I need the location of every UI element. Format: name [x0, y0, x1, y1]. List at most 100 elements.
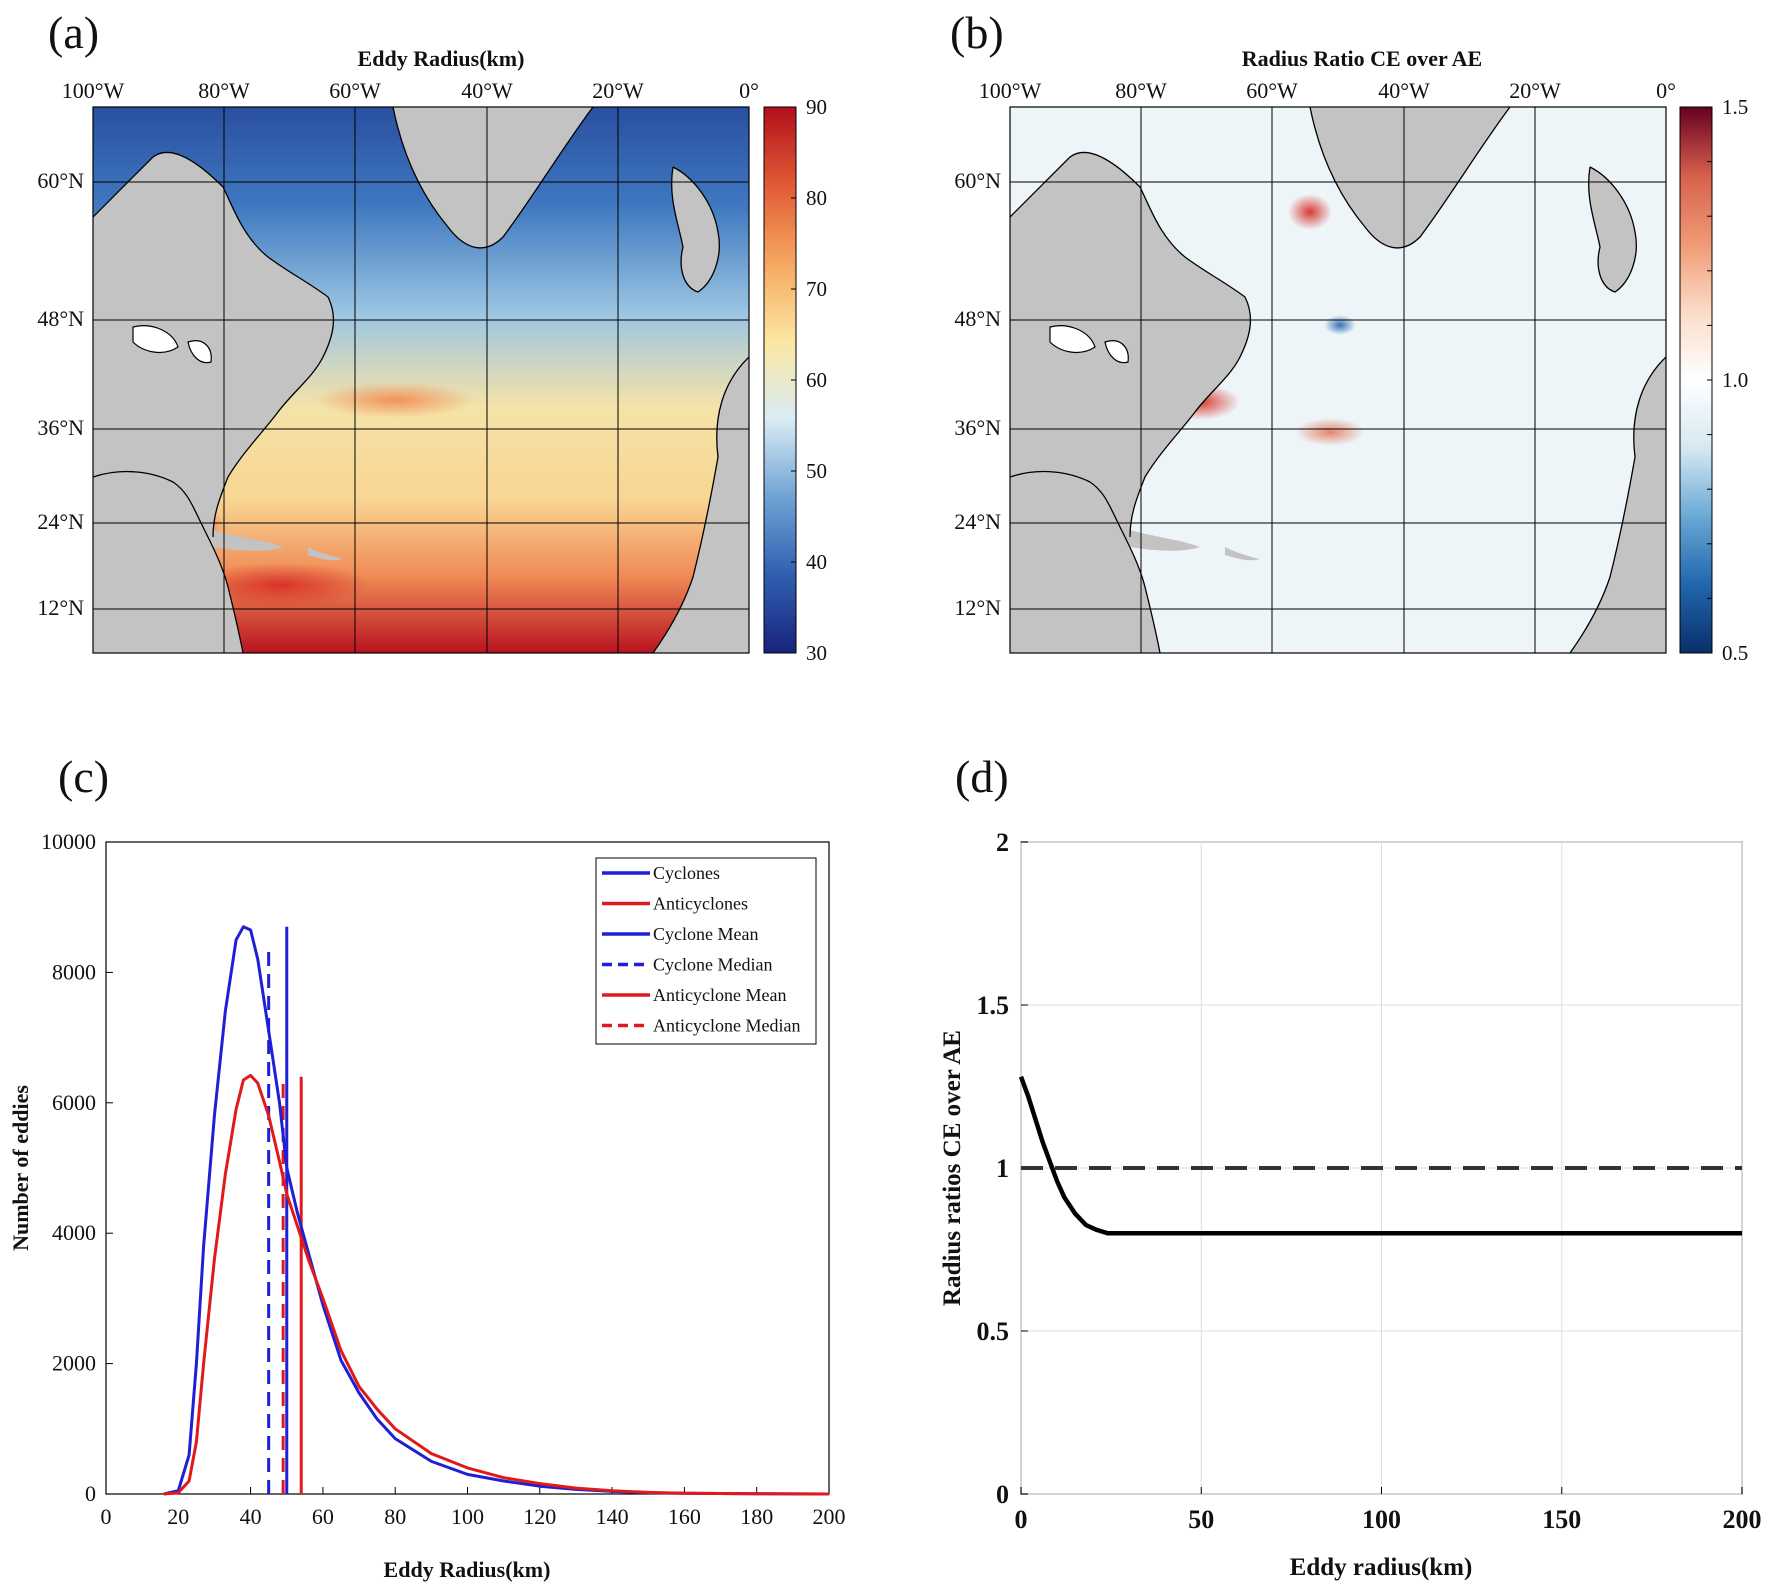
colorbar-b-ticks: 1.5 1.0 0.5 [1707, 95, 1748, 665]
panel-c-histogram: (c) 0 20 40 60 80 100 120 140 160 180 200020004000… [8, 751, 846, 1582]
map-a-lat-labels: 60°N 48°N 36°N 24°N 12°N [37, 168, 84, 620]
lon-label: 40°W [461, 78, 513, 103]
map-b-hotspot [1288, 194, 1332, 230]
y-tick-label: 1.5 [977, 991, 1010, 1020]
x-tick-label: 80 [384, 1504, 406, 1529]
lon-label: 20°W [592, 78, 644, 103]
x-tick-label: 50 [1188, 1505, 1214, 1534]
x-tick-label: 0 [101, 1504, 112, 1529]
lat-label: 48°N [954, 306, 1001, 331]
lat-label: 36°N [37, 415, 84, 440]
x-tick-label: 200 [813, 1504, 846, 1529]
colorbar-tick: 80 [806, 186, 827, 210]
x-tick-label: 200 [1723, 1505, 1762, 1534]
colorbar-tick: 1.5 [1722, 95, 1748, 119]
map-b-coldspot [1324, 315, 1356, 335]
colorbar-tick: 60 [806, 368, 827, 392]
map-a-graticule [93, 107, 749, 653]
y-tick-label: 0 [85, 1481, 96, 1506]
y-tick-label: 0 [996, 1480, 1009, 1509]
legend-label: Anticyclone Mean [653, 985, 786, 1005]
x-tick-label: 150 [1542, 1505, 1581, 1534]
y-tick-label: 10000 [41, 829, 96, 854]
colorbar-b [1679, 106, 1713, 654]
lat-label: 24°N [954, 509, 1001, 534]
x-tick-label: 100 [451, 1504, 484, 1529]
panel-b-map: (b) Radius Ratio CE over AE 100°W 80°W 6… [950, 7, 1748, 665]
lon-label: 40°W [1378, 78, 1430, 103]
colorbar-a-ticks: 90 80 70 60 50 40 30 [791, 95, 827, 665]
lon-label: 0° [739, 78, 759, 103]
legend-label: Cyclones [653, 863, 720, 883]
plot-c-ticks: 0 20 40 60 80 100 120 140 160 180 2000200040006000… [41, 829, 846, 1529]
plot-d-xlabel: Eddy radius(km) [1290, 1554, 1473, 1581]
map-b-lat-labels: 60°N 48°N 36°N 24°N 12°N [954, 168, 1001, 620]
colorbar-tick: 40 [806, 550, 827, 574]
panel-b-label: (b) [950, 7, 1004, 58]
colorbar-tick: 0.5 [1722, 641, 1748, 665]
plot-c-stat-lines [267, 926, 303, 1494]
plot-d-ylabel: Radius ratios CE over AE [939, 1030, 966, 1306]
colorbar-tick: 70 [806, 277, 827, 301]
plot-c-legend: Cyclones Anticyclones Cyclone Mean Cyclone … [595, 857, 817, 1045]
x-tick-label: 160 [668, 1504, 701, 1529]
x-tick-label: 100 [1362, 1505, 1401, 1534]
plot-c-ylabel: Number of eddies [8, 1085, 33, 1251]
plot-d-series [1018, 1075, 1742, 1236]
lon-label: 60°W [329, 78, 381, 103]
map-b-hotspot [1295, 418, 1365, 446]
lon-label: 100°W [979, 78, 1042, 103]
plot-c-xlabel: Eddy Radius(km) [384, 1557, 551, 1582]
x-tick-label: 0 [1015, 1505, 1028, 1534]
lon-label: 80°W [1115, 78, 1167, 103]
panel-d-ratio-plot: (d) 0 50 100 150 200 0 0.5 1 1.5 2 Eddy radius(km… [939, 751, 1762, 1581]
legend-label: Anticyclone Median [653, 1016, 800, 1036]
map-a-hotspot [315, 382, 475, 418]
lat-label: 36°N [954, 415, 1001, 440]
y-tick-label: 6000 [52, 1090, 96, 1115]
y-tick-label: 2000 [52, 1351, 96, 1376]
panel-d-label: (d) [955, 751, 1009, 802]
x-tick-label: 40 [240, 1504, 262, 1529]
panel-b-title: Radius Ratio CE over AE [1242, 46, 1482, 71]
series-line-ratio [1018, 1075, 1742, 1236]
y-tick-label: 0.5 [977, 1317, 1010, 1346]
map-a-hotspot [190, 563, 370, 607]
lon-label: 100°W [62, 78, 125, 103]
map-a-frame [92, 106, 750, 654]
panel-a-map: (a) Eddy Radius(km) 100°W 80°W 60°W 40°W… [37, 7, 827, 665]
panel-a-label: (a) [48, 7, 99, 58]
y-tick-label: 2 [996, 828, 1009, 857]
plot-d-ticks: 0 50 100 150 200 0 0.5 1 1.5 2 [977, 828, 1762, 1534]
legend-label: Anticyclones [653, 894, 748, 914]
lon-label: 20°W [1509, 78, 1561, 103]
panel-a-title: Eddy Radius(km) [358, 46, 525, 71]
legend-label: Cyclone Mean [653, 924, 758, 944]
x-tick-label: 20 [167, 1504, 189, 1529]
lon-label: 80°W [198, 78, 250, 103]
x-tick-label: 120 [523, 1504, 556, 1529]
colorbar-tick: 50 [806, 459, 827, 483]
colorbar-tick: 90 [806, 95, 827, 119]
lat-label: 24°N [37, 509, 84, 534]
x-tick-label: 60 [312, 1504, 334, 1529]
panel-c-label: (c) [58, 751, 109, 802]
legend-label: Cyclone Median [653, 955, 772, 975]
map-b-graticule [1010, 107, 1666, 653]
lon-label: 60°W [1246, 78, 1298, 103]
colorbar-tick: 1.0 [1722, 368, 1748, 392]
y-tick-label: 8000 [52, 959, 96, 984]
plot-c-series [163, 925, 830, 1496]
legend-box [595, 857, 817, 1045]
lat-label: 60°N [37, 168, 84, 193]
series-line-anticyclones [163, 1073, 830, 1496]
lat-label: 60°N [954, 168, 1001, 193]
x-tick-label: 140 [596, 1504, 629, 1529]
lat-label: 48°N [37, 306, 84, 331]
map-b-frame [1009, 106, 1667, 654]
map-a-lon-labels: 100°W 80°W 60°W 40°W 20°W 0° [62, 78, 759, 103]
lat-label: 12°N [37, 595, 84, 620]
lat-label: 12°N [954, 595, 1001, 620]
x-tick-label: 180 [740, 1504, 773, 1529]
